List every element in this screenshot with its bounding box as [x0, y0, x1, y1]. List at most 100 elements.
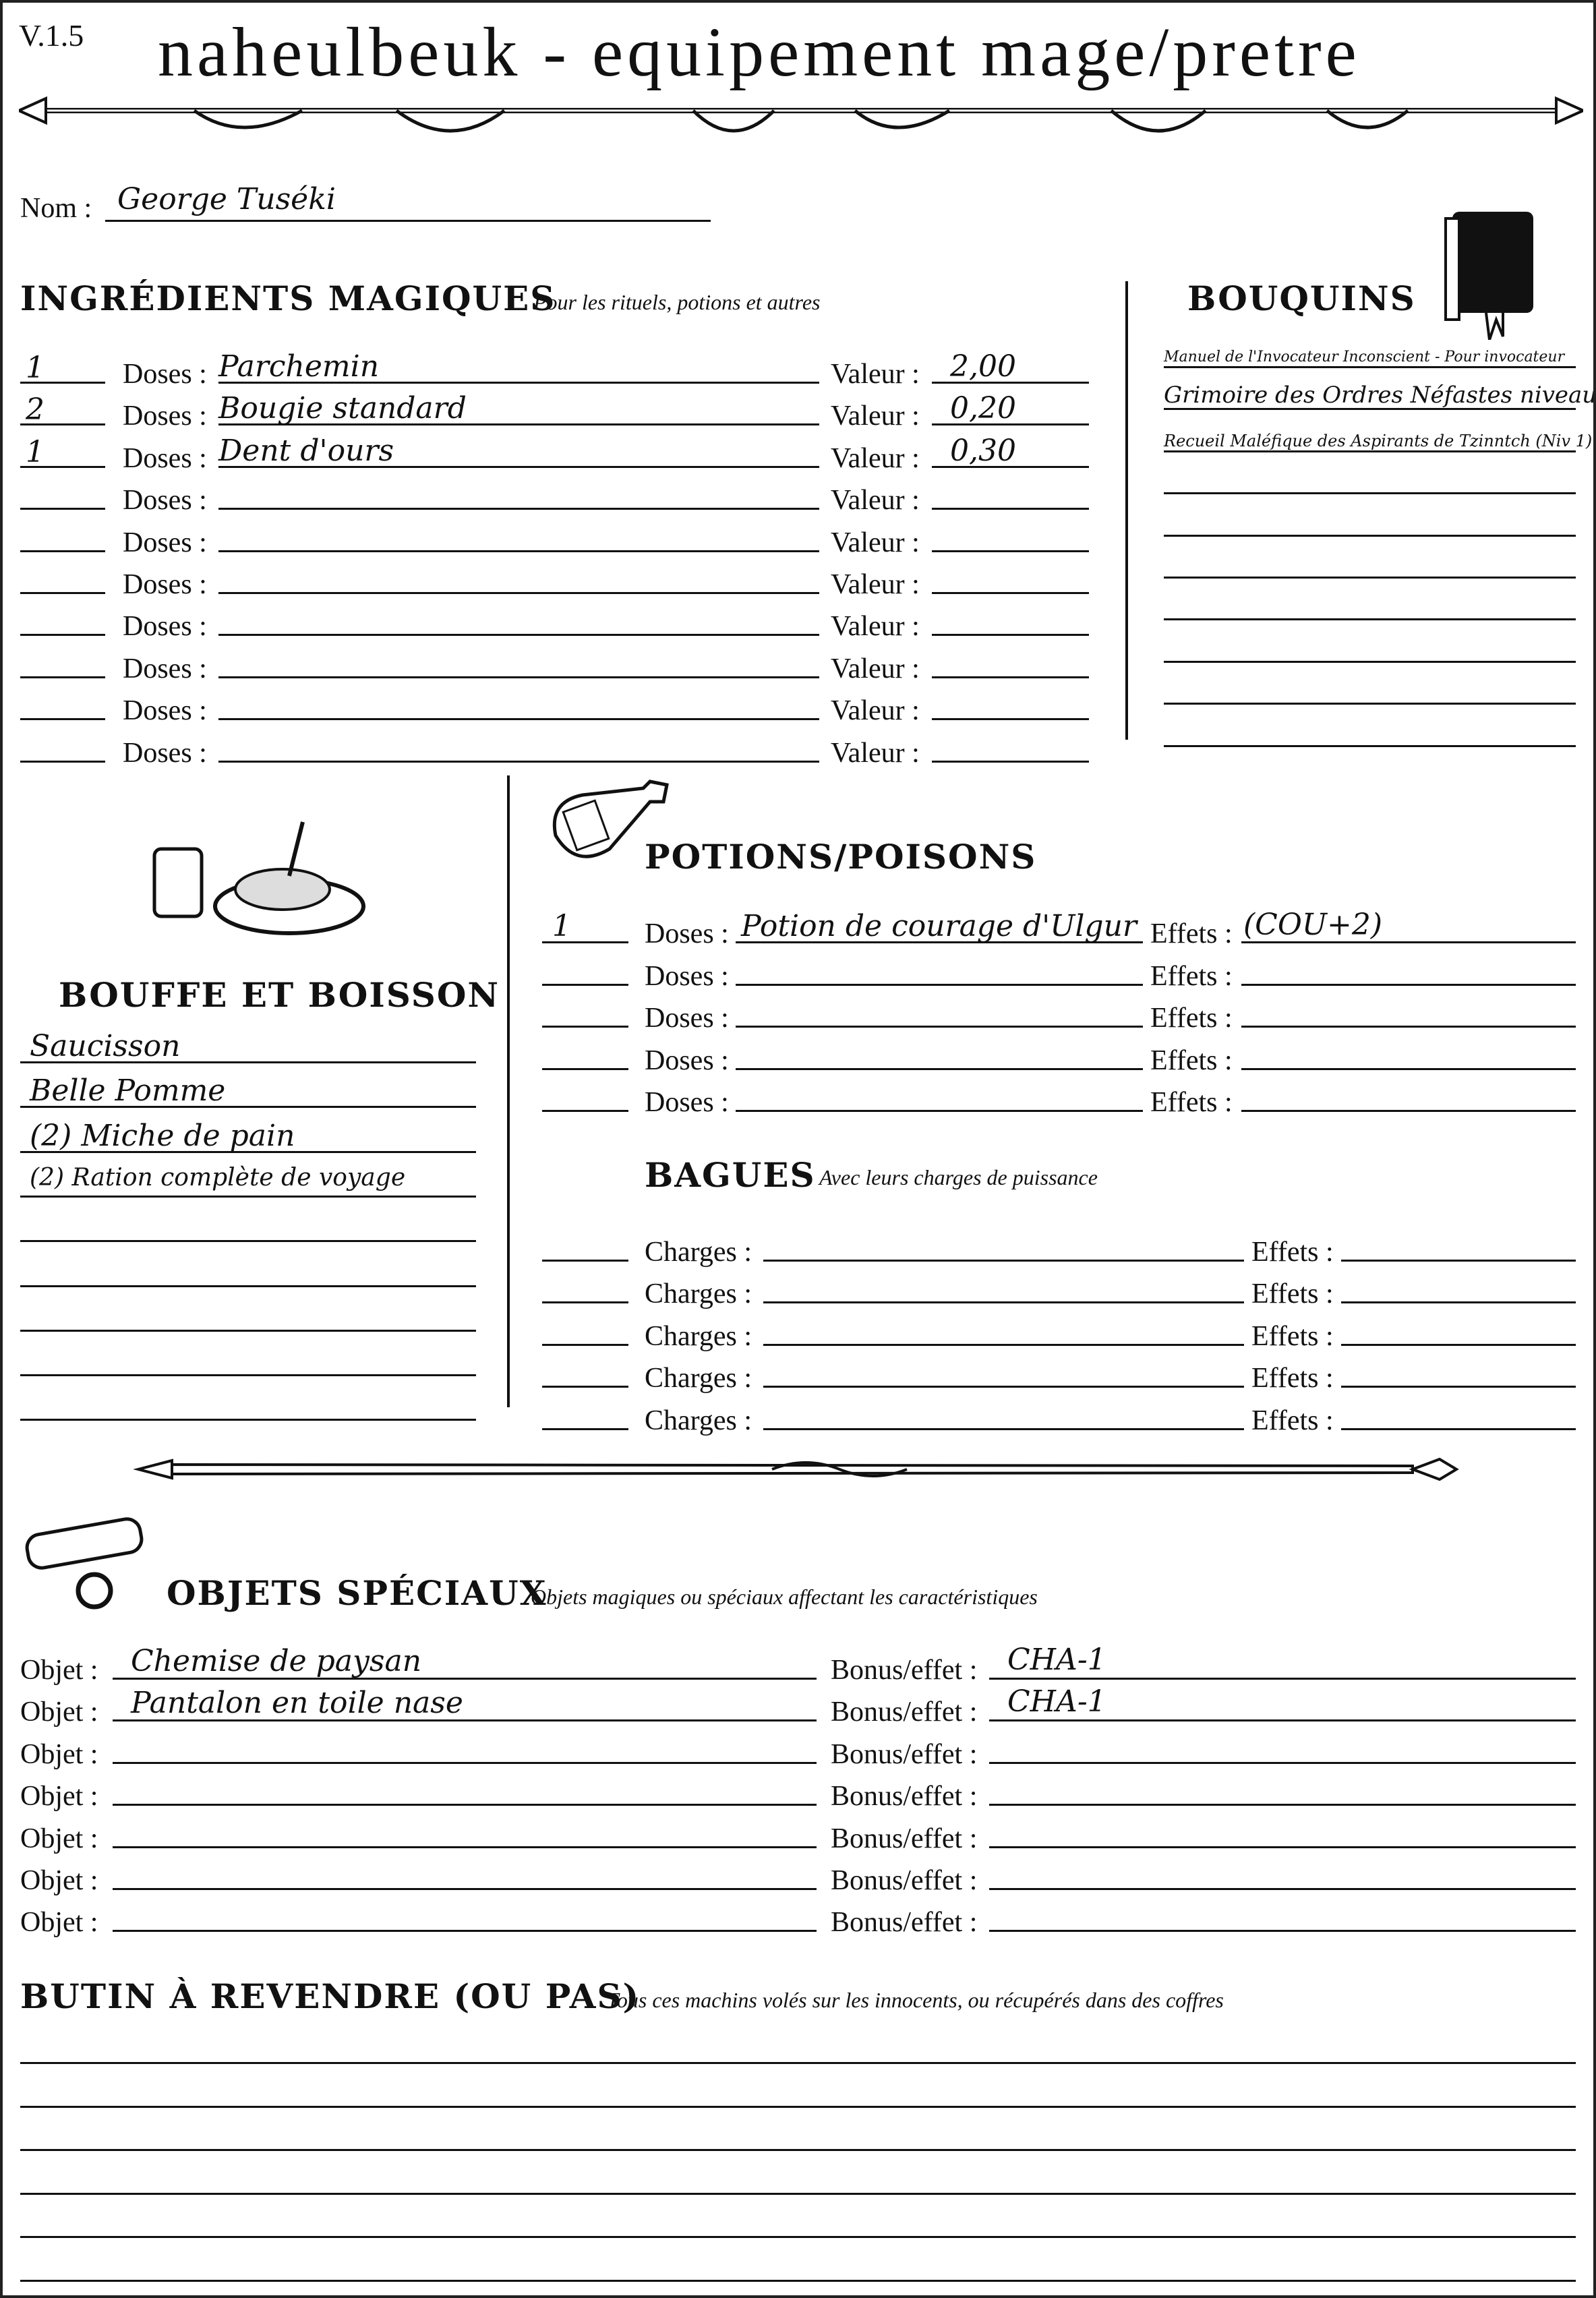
food-underline — [20, 1329, 476, 1332]
ingredients-subtitle: Pour les rituels, potions et autres — [533, 290, 821, 314]
book-icon — [1444, 212, 1533, 340]
object-label: Objet : — [20, 1697, 98, 1728]
section-divider — [507, 775, 510, 1407]
effect-underline — [1241, 1110, 1576, 1112]
loot-subtitle: Tous ces machins volés sur les innocents… — [607, 1988, 1224, 2012]
wand-divider-icon — [133, 1457, 1459, 1481]
loot-underline — [20, 2149, 1576, 2151]
object-label: Objet : — [20, 1781, 98, 1813]
food-underline — [20, 1240, 476, 1243]
ingredient-value-field[interactable]: 0,30 — [950, 433, 1016, 468]
ingredient-name-field[interactable]: Dent d'ours — [218, 433, 394, 468]
food-underline — [20, 1061, 476, 1063]
name-underline — [218, 760, 819, 763]
ingredients-heading: INGRÉDIENTS MAGIQUES — [20, 278, 556, 318]
object-label: Objet : — [20, 1655, 98, 1686]
qty-underline — [542, 1301, 628, 1304]
bonus-underline — [989, 1761, 1576, 1764]
book-underline — [1164, 450, 1576, 452]
bonus-label: Bonus/effet : — [831, 1907, 978, 1939]
value-label: Valeur : — [831, 695, 920, 727]
book-underline — [1164, 744, 1576, 747]
qty-underline — [542, 1110, 628, 1112]
qty-underline — [542, 941, 628, 943]
potion-effect-field[interactable]: (COU+2) — [1243, 908, 1383, 942]
doses-label: Doses : — [645, 1087, 729, 1118]
ingredient-value-field[interactable]: 2,00 — [950, 349, 1016, 384]
ingredient-qty-field[interactable]: 1 — [26, 351, 45, 385]
bonus-label: Bonus/effet : — [831, 1781, 978, 1813]
charges-underline — [763, 1301, 1244, 1304]
value-underline — [932, 676, 1089, 678]
spear-divider-icon — [19, 96, 1583, 133]
object-bonus-field[interactable]: CHA-1 — [1007, 1643, 1106, 1677]
object-bonus-field[interactable]: CHA-1 — [1007, 1684, 1106, 1719]
ingredient-qty-field[interactable]: 2 — [26, 392, 45, 428]
food-item-field[interactable]: Belle Pomme — [30, 1073, 226, 1109]
bonus-underline — [989, 1678, 1576, 1680]
bonus-label: Bonus/effet : — [831, 1865, 978, 1896]
object-label: Objet : — [20, 1865, 98, 1896]
book-title-field[interactable]: Recueil Maléfique des Aspirants de Tzinn… — [1164, 431, 1593, 450]
charges-underline — [763, 1260, 1244, 1262]
effect-underline — [1241, 1026, 1576, 1028]
effect-underline — [1241, 941, 1576, 943]
name-underline — [736, 983, 1143, 986]
potion-name-field[interactable]: Potion de courage d'Ulgur — [741, 909, 1137, 943]
value-underline — [932, 760, 1089, 763]
name-underline — [736, 1067, 1143, 1070]
object-underline — [113, 1846, 817, 1848]
ingredient-name-field[interactable]: Bougie standard — [218, 391, 467, 426]
potions-heading: POTIONS/POISONS — [645, 837, 1037, 877]
qty-underline — [542, 1260, 628, 1262]
book-title-field[interactable]: Manuel de l'Invocateur Inconscient - Pou… — [1164, 349, 1565, 365]
book-title-field[interactable]: Grimoire des Ordres Néfastes niveau 1 — [1164, 382, 1596, 409]
name-underline — [105, 220, 711, 222]
doses-label: Doses : — [123, 653, 207, 684]
object-label: Objet : — [20, 1907, 98, 1939]
ingredient-value-field[interactable]: 0,20 — [950, 391, 1016, 426]
food-item-field[interactable]: Saucisson — [30, 1029, 181, 1063]
potion-bottle-icon — [552, 779, 669, 858]
object-name-field[interactable]: Chemise de paysan — [131, 1644, 422, 1678]
food-underline — [20, 1106, 476, 1109]
book-underline — [1164, 366, 1576, 368]
name-underline — [736, 941, 1143, 943]
food-heading: BOUFFE ET BOISSON — [59, 975, 500, 1015]
rings-heading: BAGUES — [645, 1155, 816, 1195]
object-underline — [113, 1888, 817, 1890]
value-label: Valeur : — [831, 527, 920, 558]
name-underline — [218, 508, 819, 510]
name-underline — [736, 1110, 1143, 1112]
bonus-underline — [989, 1930, 1576, 1933]
rings-subtitle: Avec leurs charges de puissance — [819, 1165, 1098, 1189]
qty-underline — [20, 423, 105, 426]
food-item-field[interactable]: (2) Miche de pain — [30, 1118, 295, 1153]
food-underline — [20, 1374, 476, 1377]
doses-label: Doses : — [123, 569, 207, 600]
loot-underline — [20, 2062, 1576, 2064]
charges-underline — [763, 1427, 1244, 1430]
bonus-label: Bonus/effet : — [831, 1823, 978, 1854]
object-label: Objet : — [20, 1823, 98, 1854]
effects-label: Effets : — [1150, 1044, 1233, 1076]
value-underline — [932, 550, 1089, 552]
name-underline — [218, 676, 819, 678]
doses-label: Doses : — [123, 527, 207, 558]
object-name-field[interactable]: Pantalon en toile nase — [131, 1686, 463, 1721]
value-underline — [932, 465, 1089, 468]
ingredient-qty-field[interactable]: 1 — [26, 434, 45, 469]
food-item-field[interactable]: (2) Ration complète de voyage — [30, 1163, 406, 1191]
value-underline — [932, 382, 1089, 384]
character-name-field[interactable]: George Tuséki — [117, 182, 336, 216]
doses-label: Doses : — [123, 695, 207, 727]
object-label: Objet : — [20, 1738, 98, 1770]
charges-label: Charges : — [645, 1320, 752, 1352]
ingredient-name-field[interactable]: Parchemin — [218, 349, 380, 384]
value-label: Valeur : — [831, 611, 920, 643]
name-underline — [218, 592, 819, 594]
special-objects-subtitle: Objets magiques ou spéciaux affectant le… — [531, 1585, 1038, 1609]
qty-underline — [20, 550, 105, 552]
potion-qty-field[interactable]: 1 — [552, 909, 571, 943]
